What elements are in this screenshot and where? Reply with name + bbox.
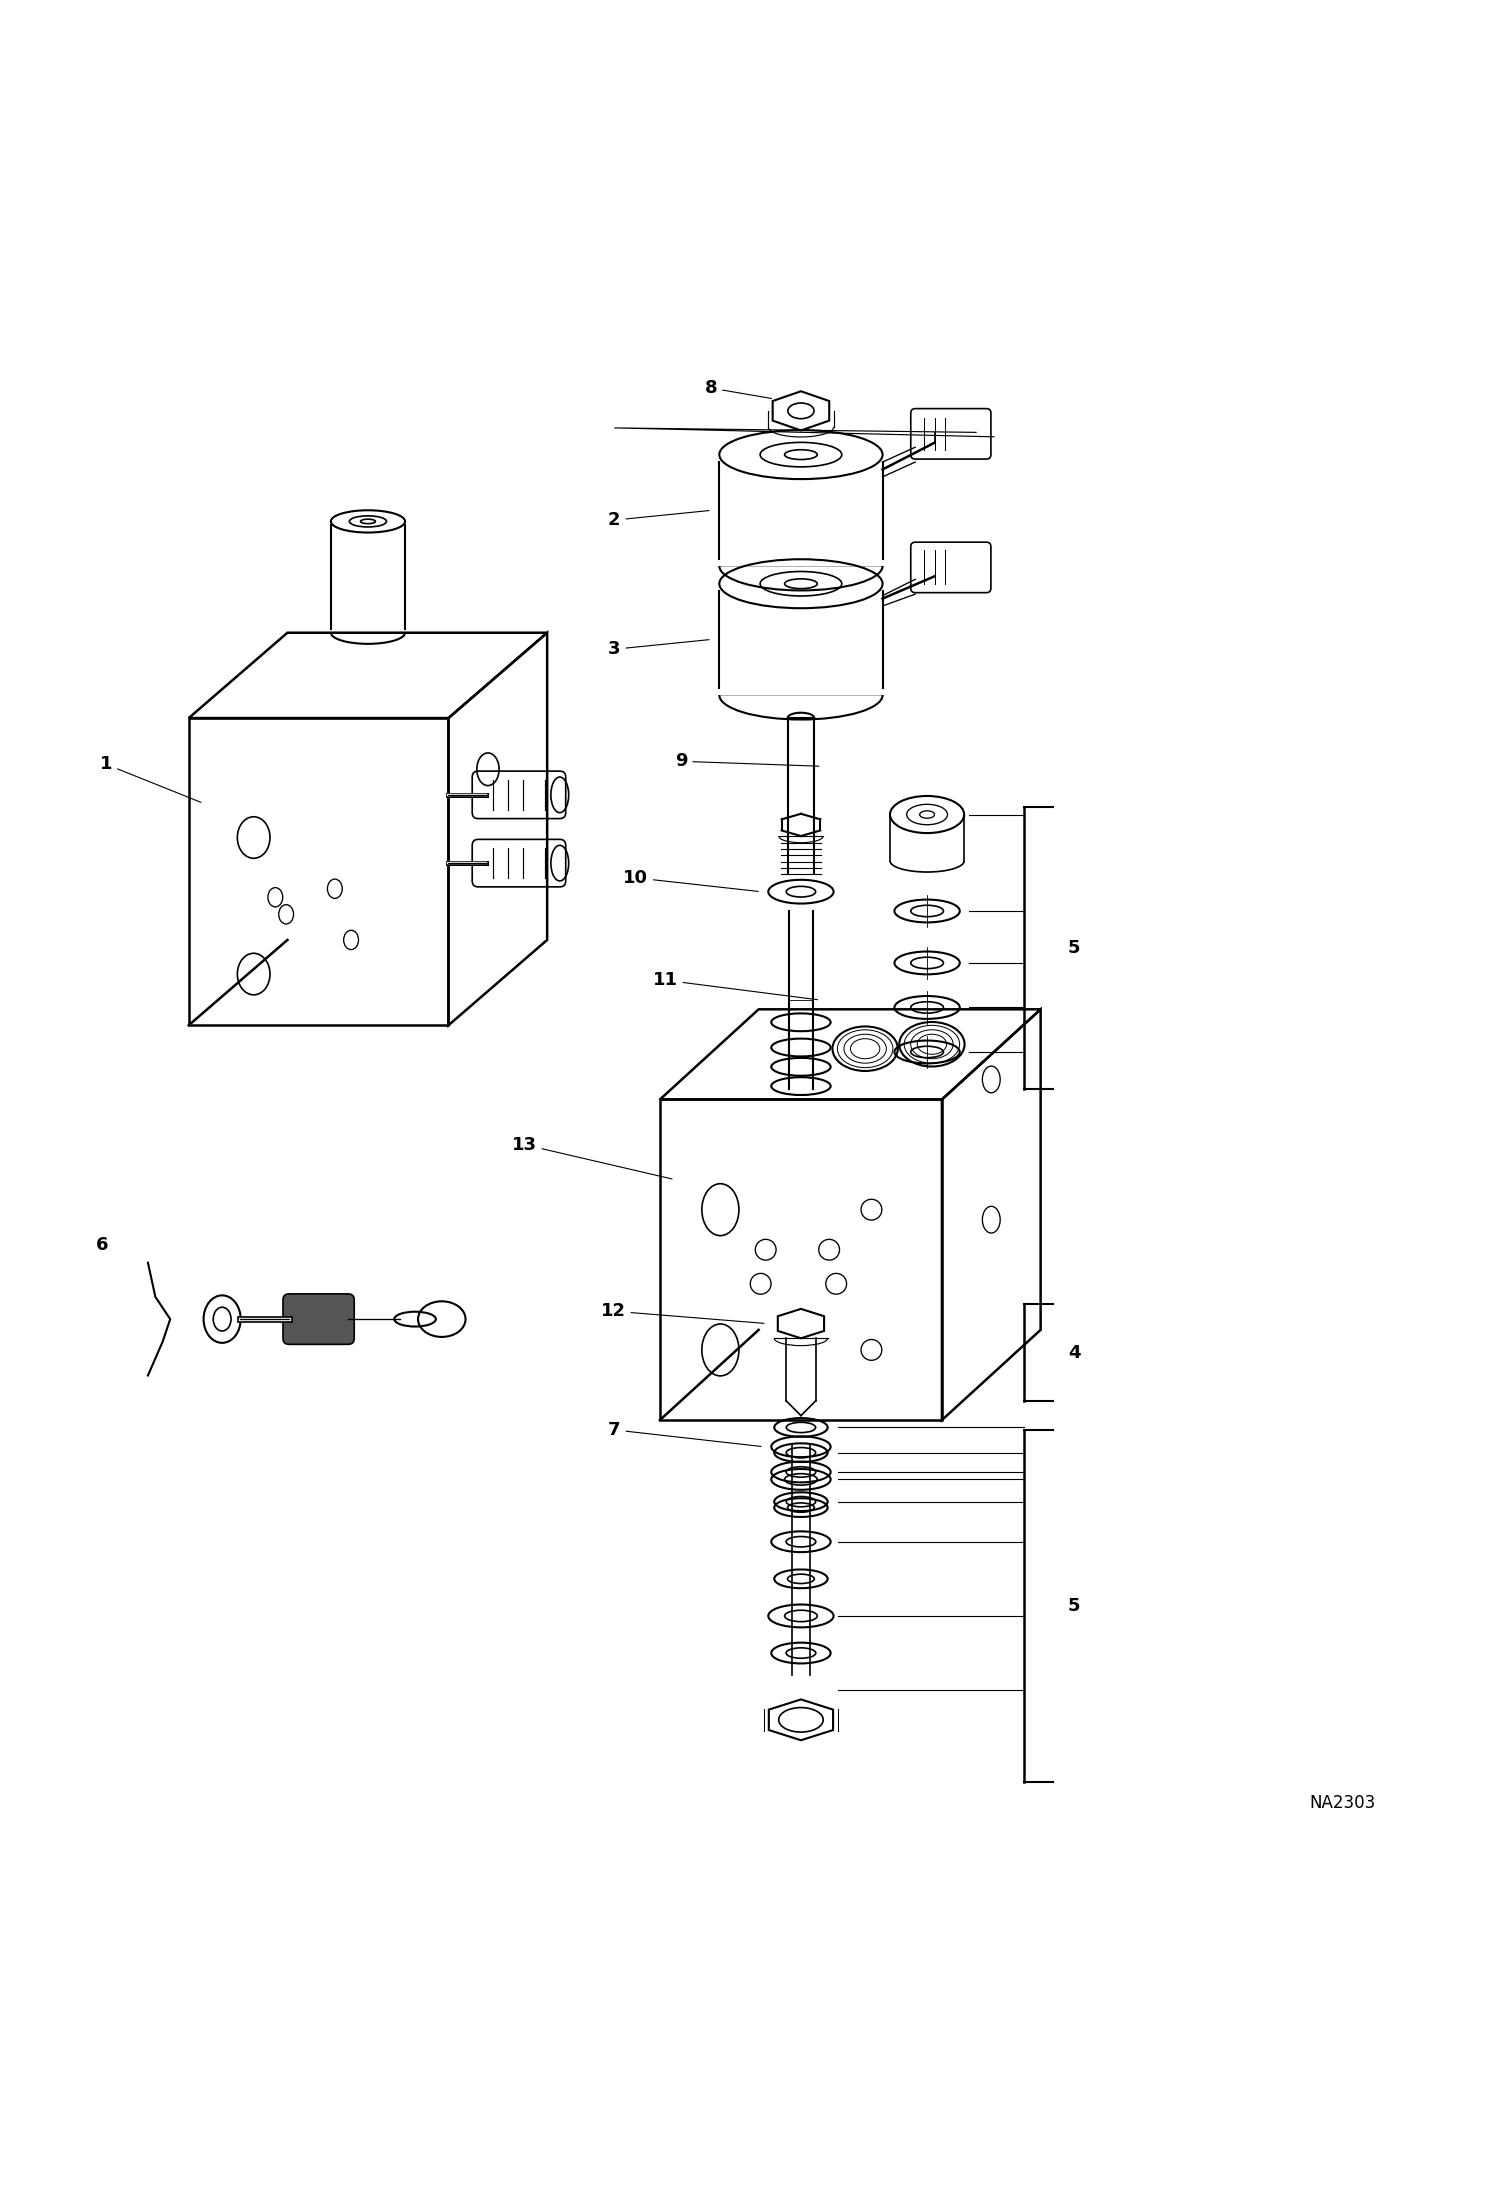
FancyBboxPatch shape — [283, 1294, 354, 1344]
Text: 1: 1 — [100, 754, 201, 803]
Text: 5: 5 — [1068, 939, 1080, 956]
Text: 8: 8 — [704, 379, 771, 399]
Text: 9: 9 — [674, 752, 819, 770]
Text: 12: 12 — [601, 1303, 764, 1322]
Text: 7: 7 — [608, 1421, 761, 1447]
Text: 4: 4 — [1068, 1344, 1080, 1362]
Text: 5: 5 — [1068, 1597, 1080, 1616]
Text: 6: 6 — [96, 1237, 108, 1254]
Text: 3: 3 — [608, 640, 709, 658]
Text: 10: 10 — [623, 868, 758, 890]
Text: 2: 2 — [608, 511, 709, 529]
Text: NA2303: NA2303 — [1309, 1794, 1375, 1811]
Text: 11: 11 — [653, 971, 818, 1000]
Text: 13: 13 — [511, 1136, 673, 1180]
